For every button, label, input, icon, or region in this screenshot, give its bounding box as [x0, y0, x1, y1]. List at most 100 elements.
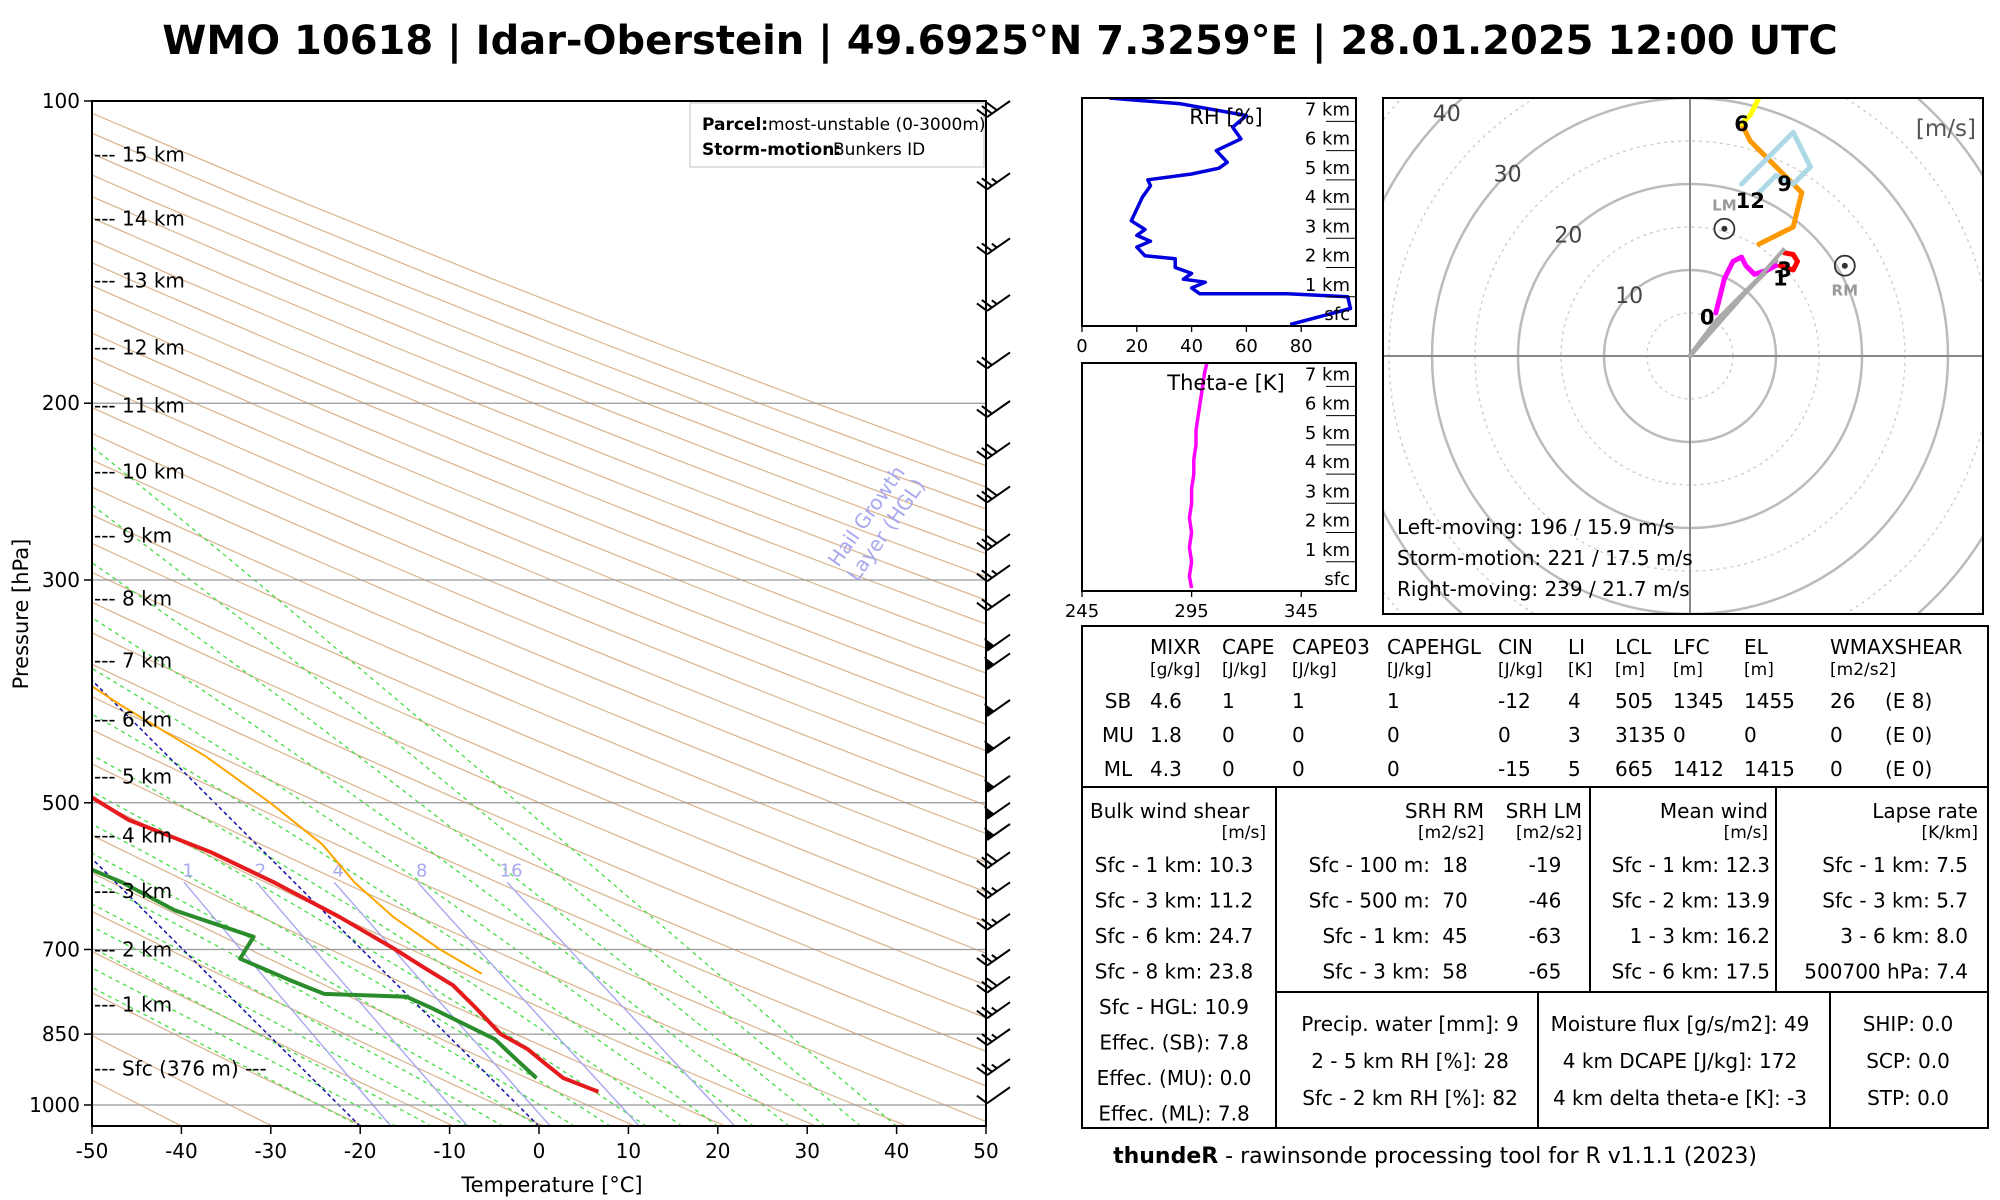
- wind-barb-staff: [986, 1086, 1011, 1105]
- height-label: --- 3 km: [94, 879, 172, 903]
- rh-frame: [1081, 97, 1357, 327]
- parcel-cell: 1.8: [1150, 723, 1182, 747]
- wind-barb-staff: [986, 881, 1011, 900]
- wind-barb-half: [991, 918, 998, 924]
- x-axis-label: Temperature [°C]: [460, 1173, 642, 1197]
- wind-barb-feather: [981, 856, 993, 866]
- hodograph-ring-label: 40: [1433, 102, 1461, 127]
- wind-barb: [976, 1001, 1011, 1020]
- dry-adiabat: [92, 459, 986, 835]
- moist-adiabat: [92, 713, 719, 1126]
- wind-barb-feather: [986, 534, 998, 545]
- wind-barb-feather: [976, 1036, 988, 1046]
- wind-barb-feather: [976, 1066, 988, 1076]
- height-label: --- 8 km: [94, 587, 172, 611]
- moist-adiabat: [92, 790, 647, 1126]
- wind-barb-feather: [976, 450, 988, 460]
- wind-barb-half: [991, 242, 998, 249]
- x-tick-label: -40: [165, 1139, 198, 1163]
- wind-barb-half: [991, 1063, 998, 1070]
- footer-text: - rawinsonde processing tool for R v1.1.…: [1218, 1144, 1757, 1169]
- moist-adiabat: [92, 879, 540, 1126]
- dry-adiabat: [92, 1079, 183, 1126]
- x-tick-label: 20: [1125, 336, 1148, 357]
- dry-adiabat: [92, 406, 986, 779]
- wind-barb: [976, 351, 1011, 370]
- mixing-ratio-label: 8: [416, 860, 427, 881]
- dry-adiabat: [92, 950, 455, 1126]
- parcel-header: EL: [1744, 635, 1769, 659]
- parcel-cell: 1455: [1744, 689, 1795, 713]
- srh-rm-title: SRH RM: [1405, 799, 1484, 823]
- y-tick-label: 100: [42, 89, 80, 113]
- parcel-header-unit: [J/kg]: [1498, 660, 1543, 680]
- wind-barb-feather: [981, 569, 993, 579]
- hodograph-ring: [1383, 98, 1983, 614]
- moist-adiabat: [92, 562, 826, 1126]
- wind-barb-feather: [976, 921, 988, 931]
- wind-barb: [976, 400, 1011, 418]
- parcel-cell: 4.6: [1150, 689, 1182, 713]
- wind-barb-feather: [986, 443, 998, 453]
- parcel-row-label: MU: [1102, 723, 1134, 747]
- moist-adiabat: [92, 986, 361, 1126]
- hodograph-height-label: 12: [1736, 189, 1765, 213]
- height-label: --- 5 km: [94, 765, 172, 789]
- x-tick-label: 40: [884, 1139, 909, 1163]
- parcel-header-unit: [K]: [1568, 660, 1592, 680]
- wind-barb: [984, 774, 1011, 793]
- moist-adiabat: [92, 617, 790, 1126]
- hodograph-segment: [1739, 98, 1762, 127]
- bulk-shear-row: Sfc - 3 km: 11.2: [1095, 889, 1253, 913]
- dry-adiabat: [92, 632, 986, 1019]
- wind-barb: [976, 172, 1011, 191]
- parcel-cell: 4: [1568, 689, 1581, 713]
- bulk-shear-table: Bulk wind shear [m/s] Sfc - 1 km: 10.3 Sf…: [1090, 799, 1266, 1126]
- wind-barb: [976, 948, 1011, 967]
- hodograph-left-moving: Left-moving: 196 / 15.9 m/s: [1397, 515, 1675, 539]
- hodograph-height-label: 3: [1777, 258, 1792, 282]
- moist-adiabat: [92, 903, 504, 1126]
- hodograph-panel: 10 20 30 40 LM RM 0 13 6 9 12 [m/s] Left-moving: 1…: [1382, 97, 1984, 615]
- x-tick-label: 60: [1235, 336, 1258, 357]
- srh-lm-value: -63: [1529, 924, 1562, 948]
- legend-storm-value: Bunkers ID: [833, 140, 925, 160]
- x-tick-label: 30: [794, 1139, 819, 1163]
- wind-barb: [976, 533, 1011, 551]
- storm-motion-label: LM: [1712, 197, 1737, 215]
- indices-frame: [1081, 625, 1989, 1129]
- wind-barb: [976, 881, 1011, 900]
- wind-barb-half: [991, 1033, 998, 1039]
- height-tick-label: 4 km: [1305, 187, 1350, 208]
- hodograph-height-label: 1: [1773, 267, 1788, 291]
- parcel-cell: 0: [1830, 757, 1843, 781]
- legend-box: [689, 102, 985, 168]
- height-tick-label: 7 km: [1305, 99, 1350, 120]
- wind-barb-feather: [976, 360, 988, 370]
- hodograph-right-moving: Right-moving: 239 / 21.7 m/s: [1397, 577, 1690, 601]
- height-tick-label: 6 km: [1305, 129, 1350, 150]
- rh-line: [1109, 98, 1353, 326]
- hodograph-ring-label: 20: [1554, 223, 1582, 248]
- legend-storm-key: Storm-motion:: [702, 140, 841, 160]
- dry-adiabat: [92, 239, 986, 601]
- y-tick-label: 200: [42, 391, 80, 415]
- hodograph-segment: [1739, 129, 1813, 196]
- storm-motion-dot: [1841, 262, 1848, 269]
- y-tick-label: 500: [42, 791, 80, 815]
- parcel-cell: 5: [1568, 757, 1581, 781]
- parcel-header: CIN: [1498, 635, 1533, 659]
- theta-e-panel: Theta-e [K] 7 km 6 km 5 km 4 km 3 km 2 km 1 km…: [1065, 362, 1357, 622]
- wind-barbs: [976, 100, 1011, 1105]
- parcel-cell: 1345: [1673, 689, 1724, 713]
- height-tick-label: 6 km: [1305, 394, 1350, 415]
- parcel-cell: 3: [1568, 723, 1581, 747]
- parcel-cell: (E 0): [1885, 757, 1932, 781]
- wind-barb-flag: [984, 703, 995, 717]
- lapse-rate-title: Lapse rate: [1872, 799, 1978, 823]
- storm-motion-label: RM: [1832, 282, 1858, 300]
- srh-lm-value: -65: [1529, 960, 1562, 984]
- hgl-label: Hail Growth Layer (HGL): [823, 461, 930, 585]
- parcel-header-unit: [m]: [1673, 660, 1703, 680]
- storm-motion-arrow: [1688, 247, 1787, 358]
